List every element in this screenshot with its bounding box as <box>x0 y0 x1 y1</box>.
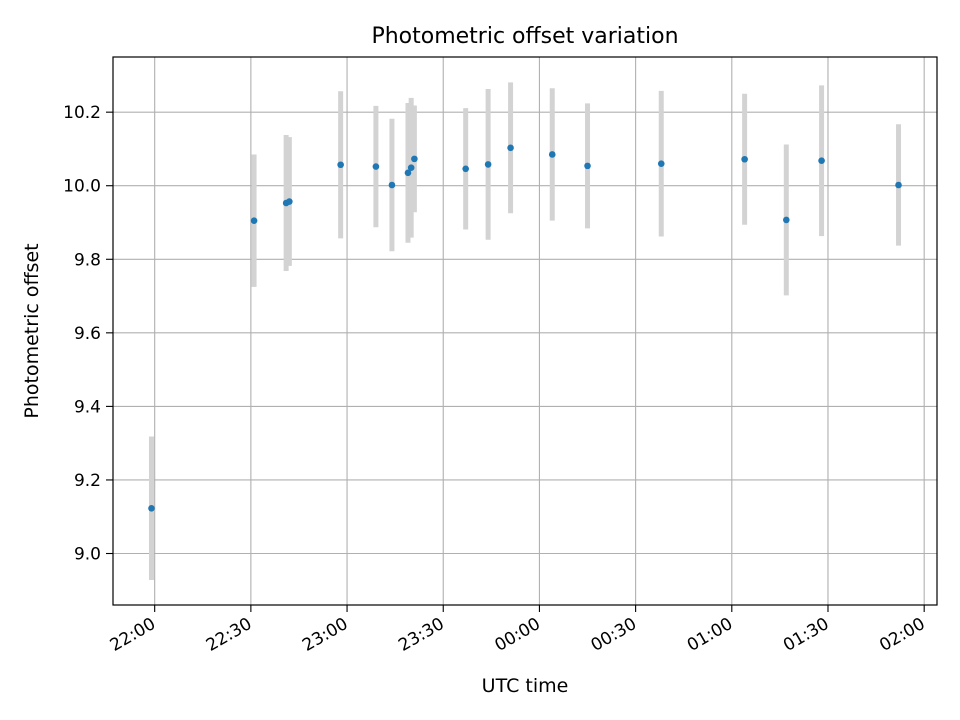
chart-title: Photometric offset variation <box>371 24 678 49</box>
x-tick-label: 02:00 <box>876 614 928 656</box>
data-point <box>484 161 492 168</box>
data-point <box>783 216 790 224</box>
y-tick-label: 9.0 <box>74 545 101 565</box>
data-point <box>584 162 591 170</box>
x-tick-label: 22:00 <box>107 614 159 656</box>
data-point <box>657 160 665 167</box>
data-point <box>372 163 380 170</box>
data-point <box>337 161 344 169</box>
x-tick-label: 22:30 <box>203 614 255 656</box>
x-tick-label: 23:30 <box>395 614 447 656</box>
data-point <box>250 217 258 224</box>
data-point <box>411 155 418 163</box>
data-point <box>404 169 412 177</box>
data-point <box>895 181 902 189</box>
data-point <box>818 157 825 165</box>
plot-frame <box>112 56 938 606</box>
y-tick-label: 9.6 <box>74 324 101 344</box>
data-point <box>148 504 155 512</box>
x-tick-label: 01:00 <box>684 614 736 656</box>
x-tick-label: 01:30 <box>780 614 832 656</box>
data-point <box>286 198 293 205</box>
y-tick-label: 10.0 <box>63 177 101 197</box>
y-tick-label: 9.8 <box>74 250 101 270</box>
data-point <box>388 181 396 189</box>
data-point <box>407 164 415 172</box>
data-point <box>548 151 556 158</box>
x-tick-label: 23:00 <box>299 614 351 656</box>
y-axis-ticks: 9.0 9.2 9.4 9.6 9.8 10.0 10.2 <box>63 103 113 565</box>
data-points <box>148 144 902 512</box>
y-tick-label: 9.4 <box>74 397 101 417</box>
y-tick-label: 9.2 <box>74 471 101 491</box>
x-axis-label: UTC time <box>482 675 569 697</box>
x-axis-ticks: 22:00 22:30 23:00 23:30 00:00 00:30 01:00 01:30… <box>107 605 929 656</box>
y-axis-label: Photometric offset <box>21 243 43 418</box>
data-point <box>462 165 469 173</box>
data-point <box>507 144 514 152</box>
y-tick-label: 10.2 <box>63 103 101 123</box>
error-bars <box>148 82 902 580</box>
x-tick-label: 00:00 <box>491 614 543 656</box>
x-tick-label: 00:30 <box>588 614 640 656</box>
grid <box>113 57 937 605</box>
data-point <box>741 155 748 163</box>
